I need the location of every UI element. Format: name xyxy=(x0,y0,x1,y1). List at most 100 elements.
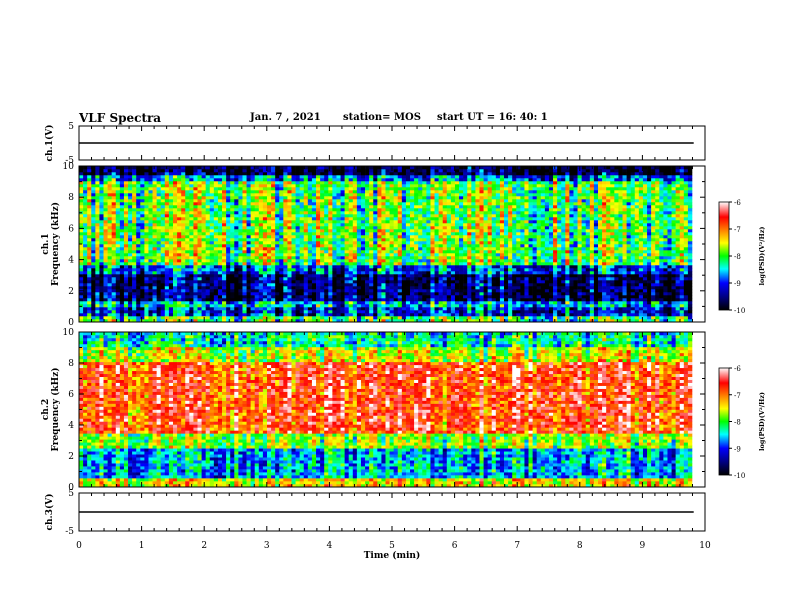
spectrogram-cell xyxy=(397,217,403,221)
spectrogram-cell xyxy=(181,274,186,278)
spectrogram-cell xyxy=(287,187,292,191)
spectrogram-cell xyxy=(83,199,88,203)
spectrogram-cell xyxy=(316,295,321,299)
spectrogram-cell xyxy=(83,196,88,200)
spectrogram-cell xyxy=(123,214,129,218)
spectrogram-cell xyxy=(295,169,300,173)
spectrogram-cell xyxy=(213,295,219,299)
spectrogram-cell xyxy=(266,217,272,221)
spectrogram-cell xyxy=(168,229,174,233)
spectrogram-cell xyxy=(99,310,104,314)
spectrogram-cell xyxy=(287,307,292,311)
spectrogram-cell xyxy=(115,316,121,320)
spectrogram-cell xyxy=(119,271,125,275)
spectrogram-cell xyxy=(226,295,231,299)
spectrogram-cell xyxy=(107,286,112,290)
spectrogram-cell xyxy=(291,196,296,200)
spectrogram-cell xyxy=(467,256,472,260)
spectrogram-cell xyxy=(140,202,145,206)
spectrogram-cell xyxy=(287,313,292,317)
spectrogram-cell xyxy=(193,319,198,323)
spectrogram-cell xyxy=(438,301,444,305)
spectrogram-cell xyxy=(410,313,415,317)
spectrogram-cell xyxy=(234,199,239,203)
spectrogram-cell xyxy=(283,247,288,251)
spectrogram-cell xyxy=(426,184,431,188)
spectrogram-cell xyxy=(360,235,366,239)
spectrogram-cell xyxy=(295,244,300,248)
spectrogram-cell xyxy=(389,172,394,176)
spectrogram-cell xyxy=(79,286,84,290)
spectrogram-cell xyxy=(311,184,317,188)
spectrogram-cell xyxy=(144,208,149,212)
spectrogram-cell xyxy=(340,214,345,218)
spectrogram-cell xyxy=(316,277,321,281)
spectrogram-cell xyxy=(283,301,288,305)
spectrogram-cell xyxy=(430,217,435,221)
spectrogram-cell xyxy=(103,259,108,263)
spectrogram-cell xyxy=(348,244,354,248)
spectrogram-cell xyxy=(397,166,403,170)
spectrogram-cell xyxy=(434,319,439,323)
spectrogram-cell xyxy=(389,244,394,248)
spectrogram-cell xyxy=(140,283,145,287)
spectrogram-cell xyxy=(299,220,305,224)
spectrogram-cell xyxy=(213,298,219,302)
spectrogram-cell xyxy=(148,274,153,278)
spectrogram-cell xyxy=(144,181,149,185)
spectrogram-cell xyxy=(172,274,178,278)
spectrogram-cell xyxy=(307,295,313,299)
spectrogram-cell xyxy=(177,214,182,218)
spectrogram-cell xyxy=(438,250,444,254)
spectrogram-cell xyxy=(95,208,100,212)
spectrogram-cell xyxy=(287,298,292,302)
spectrogram-cell xyxy=(258,217,264,221)
spectrogram-cell xyxy=(418,178,423,182)
spectrogram-cell xyxy=(283,232,288,236)
spectrogram-cell xyxy=(344,274,350,278)
spectrogram-cell xyxy=(234,247,239,251)
spectrogram-cell xyxy=(422,175,427,179)
spectrogram-cell xyxy=(213,211,219,215)
spectrogram-cell xyxy=(181,313,186,317)
spectrogram-cell xyxy=(275,232,280,236)
spectrogram-cell xyxy=(222,268,227,272)
spectrogram-cell xyxy=(144,253,149,257)
spectrogram-cell xyxy=(467,178,472,182)
spectrogram-cell xyxy=(119,199,125,203)
spectrogram-cell xyxy=(152,223,157,227)
spectrogram-cell xyxy=(320,166,325,170)
spectrogram-cell xyxy=(164,259,170,263)
spectrogram-cell xyxy=(377,238,382,242)
spectrogram-cell xyxy=(242,235,247,239)
spectrogram-cell xyxy=(324,235,329,239)
spectrogram-cell xyxy=(442,217,448,221)
spectrogram-cell xyxy=(328,220,333,224)
spectrogram-cell xyxy=(205,250,211,254)
spectrogram-cell xyxy=(397,232,403,236)
spectrogram-cell xyxy=(336,259,341,263)
spectrogram-cell xyxy=(369,301,374,305)
spectrogram-cell xyxy=(410,316,415,320)
spectrogram-cell xyxy=(136,172,141,176)
spectrogram-cell xyxy=(397,211,403,215)
spectrogram-cell xyxy=(95,271,100,275)
spectrogram-cell xyxy=(262,289,268,293)
spectrogram-cell xyxy=(234,289,239,293)
spectrogram-cell xyxy=(79,226,84,230)
spectrogram-cell xyxy=(405,286,411,290)
spectrogram-cell xyxy=(377,313,382,317)
spectrogram-cell xyxy=(299,277,305,281)
spectrogram-cell xyxy=(95,241,100,245)
spectrogram-cell xyxy=(340,169,345,173)
spectrogram-cell xyxy=(83,172,88,176)
spectrogram-cell xyxy=(336,250,341,254)
spectrogram-cell xyxy=(454,223,460,227)
spectrogram-cell xyxy=(385,247,390,251)
spectrogram-cell xyxy=(128,256,133,260)
spectrogram-cell xyxy=(193,268,198,272)
spectrogram-cell xyxy=(434,310,439,314)
spectrogram-cell xyxy=(177,274,182,278)
spectrogram-cell xyxy=(213,241,219,245)
spectrogram-cell xyxy=(303,208,309,212)
